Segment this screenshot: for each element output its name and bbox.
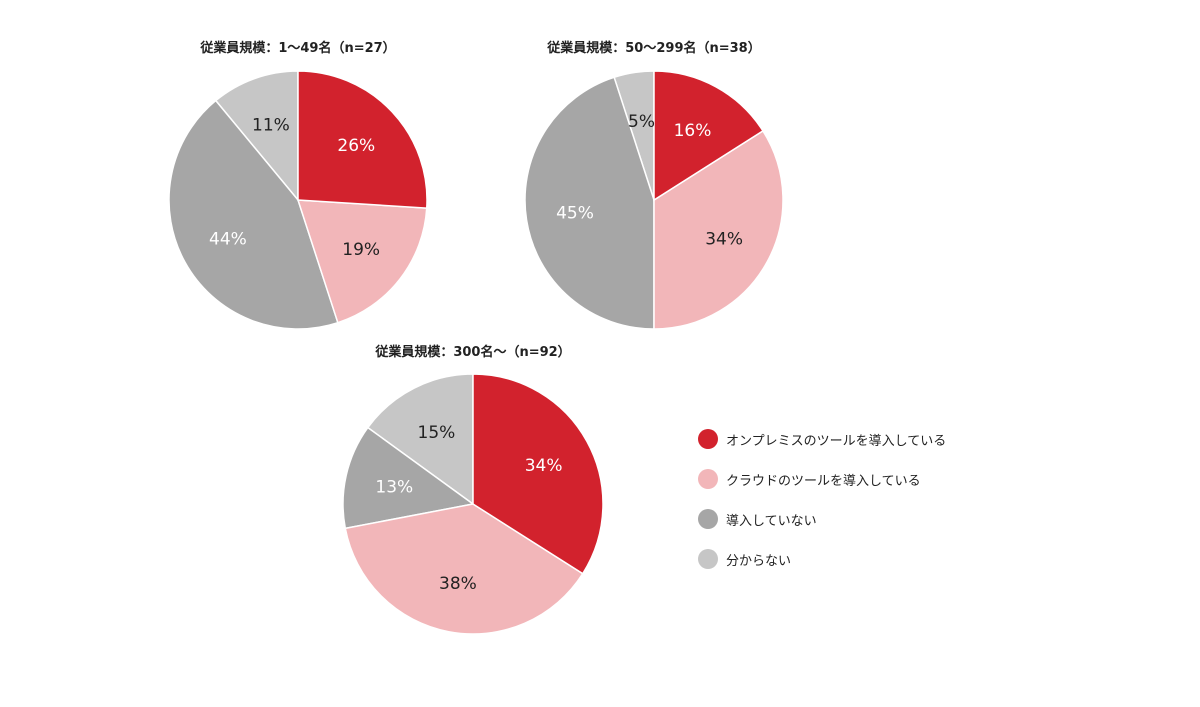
legend-label: 分からない [726,553,792,569]
pie-chart-300-plus: 従業員規模：300名〜（n=92） 34% 38% 13% 15% [342,344,604,635]
pie-slice-cloud [296,199,428,324]
pie-label-unknown: 15% [418,423,456,443]
legend: オンプレミスのツールを導入している クラウドのツールを導入している 導入していな… [698,429,946,589]
legend-swatch [698,429,718,449]
pie-label-onprem: 26% [337,136,375,156]
pie-label-cloud: 38% [439,574,477,594]
pie-slice-not-introduced [342,426,475,530]
pie-chart-1-49: 従業員規模：1〜49名（n=27） 26% 19% 44% 11% [168,40,428,330]
pie-slice-unknown [366,373,474,506]
legend-swatch [698,509,718,529]
chart-title: 従業員規模：300名〜（n=92） [374,344,570,360]
pie-label-not-introduced: 13% [375,477,413,497]
pie-slice-onprem [297,70,428,209]
pie-label-cloud: 34% [705,230,743,250]
legend-item-not-introduced: 導入していない [698,509,946,529]
legend-swatch [698,549,718,569]
legend-item-onprem: オンプレミスのツールを導入している [698,429,946,449]
pie-label-onprem: 34% [525,456,563,476]
pie-label-not-introduced: 44% [209,230,247,250]
legend-item-unknown: 分からない [698,549,946,569]
pie-label-cloud: 19% [342,240,380,260]
legend-label: クラウドのツールを導入している [726,473,921,489]
pie-slice-onprem [653,70,764,202]
legend-label: オンプレミスのツールを導入している [726,433,947,449]
pie-slice-unknown [214,70,299,203]
pie-label-unknown: 11% [252,116,290,136]
pie-label-not-introduced: 45% [556,204,594,224]
legend-label: 導入していない [726,513,817,529]
pie-label-unknown: 5% [628,112,655,132]
pie-chart-50-299: 従業員規模：50〜299名（n=38） 16% 34% 45% 5% [524,40,784,330]
chart-title: 従業員規模：1〜49名（n=27） [199,40,395,56]
pie-slice-onprem [472,373,604,575]
pie-slice-not-introduced [168,99,339,330]
pie-label-onprem: 16% [674,121,712,141]
legend-swatch [698,469,718,489]
pie-slice-not-introduced [524,76,655,330]
legend-item-cloud: クラウドのツールを導入している [698,469,946,489]
chart-title: 従業員規模：50〜299名（n=38） [546,40,760,56]
